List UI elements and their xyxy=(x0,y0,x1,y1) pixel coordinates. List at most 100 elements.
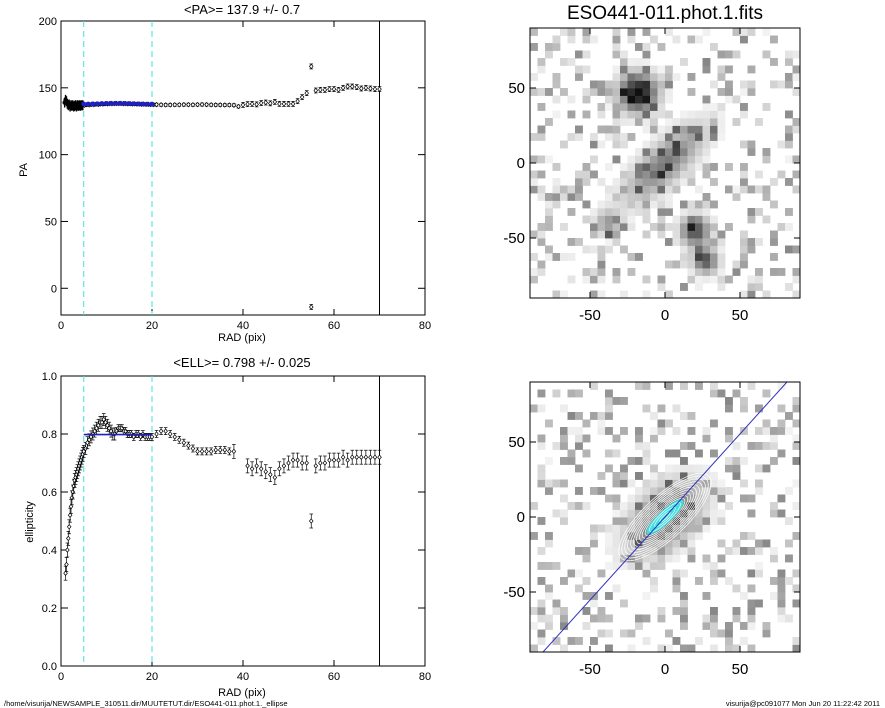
image-pixel xyxy=(695,200,703,209)
image-pixel xyxy=(672,238,681,246)
image-pixel xyxy=(687,178,696,186)
data-point xyxy=(190,102,196,108)
image-pixel xyxy=(740,637,748,645)
image-pixel xyxy=(665,644,673,653)
data-point xyxy=(295,98,300,104)
image-pixel xyxy=(747,382,756,390)
image-pixel xyxy=(710,494,718,503)
image-pixel xyxy=(537,238,546,246)
data-point xyxy=(336,457,341,463)
image-pixel xyxy=(717,50,726,59)
data-point xyxy=(240,102,246,108)
image-pixel xyxy=(552,599,561,608)
image-pixel xyxy=(785,50,793,59)
x-tick-label: 60 xyxy=(328,320,340,332)
image-pixel xyxy=(582,170,591,179)
image-pixel xyxy=(680,253,688,261)
image-pixel xyxy=(642,155,651,164)
image-pixel xyxy=(612,449,621,458)
data-point xyxy=(181,101,187,108)
image-pixel xyxy=(560,494,568,503)
data-point xyxy=(227,102,232,108)
image-pixel xyxy=(627,554,636,563)
data-point xyxy=(158,428,164,434)
image-pixel xyxy=(665,472,673,480)
image-pixel xyxy=(537,88,546,96)
image-pixel xyxy=(710,382,718,390)
image-pixel xyxy=(642,637,651,645)
image-pixel xyxy=(665,148,673,156)
image-pixel xyxy=(710,479,718,488)
image-pixel xyxy=(717,554,726,563)
image-pixel xyxy=(747,148,756,156)
image-pixel xyxy=(680,412,688,420)
image-pixel xyxy=(672,155,681,164)
image-pixel xyxy=(582,65,591,74)
image-pixel xyxy=(777,607,786,615)
image-pixel xyxy=(650,178,658,186)
image-pixel xyxy=(785,140,793,149)
image-pixel xyxy=(575,584,583,593)
image-pixel xyxy=(725,457,733,465)
image-pixel xyxy=(605,103,613,111)
image-pixel xyxy=(612,155,621,164)
image-pixel xyxy=(612,502,621,510)
isophote-ellipse xyxy=(644,497,686,537)
image-pixel xyxy=(650,193,658,201)
image-pixel xyxy=(620,397,628,405)
y-tick-label: 50 xyxy=(508,434,525,451)
image-pixel xyxy=(702,472,711,480)
image-pixel xyxy=(590,382,598,390)
image-pixel xyxy=(792,185,801,194)
image-pixel xyxy=(560,185,568,194)
data-point xyxy=(368,454,373,460)
image-pixel xyxy=(575,389,583,398)
data-point xyxy=(304,460,309,466)
image-pixel xyxy=(695,125,703,134)
image-pixel xyxy=(582,547,591,555)
image-pixel xyxy=(635,472,643,480)
image-pixel xyxy=(785,155,793,164)
image-pixel xyxy=(650,170,658,179)
image-pixel xyxy=(597,629,606,638)
data-point xyxy=(131,434,137,440)
image-pixel xyxy=(657,524,666,533)
image-pixel xyxy=(537,230,546,239)
image-pixel xyxy=(575,238,583,246)
image-pixel xyxy=(785,283,793,291)
image-pixel xyxy=(740,185,748,194)
image-pixel xyxy=(597,569,606,578)
image-pixel xyxy=(605,404,613,413)
data-point xyxy=(208,448,214,455)
image-pixel xyxy=(657,73,666,81)
image-pixel xyxy=(612,223,621,231)
image-pixel xyxy=(537,193,546,201)
data-point xyxy=(154,431,159,437)
isophote-ellipse xyxy=(633,486,697,548)
image-pixel xyxy=(642,103,651,111)
image-pixel xyxy=(530,607,538,615)
image-pixel xyxy=(582,28,591,36)
image-pixel xyxy=(642,517,651,525)
image-pixel xyxy=(702,95,711,104)
image-pixel xyxy=(740,532,748,540)
image-pixel xyxy=(590,230,598,239)
image-pixel xyxy=(597,268,606,276)
image-pixel xyxy=(627,110,636,119)
x-tick-label: 80 xyxy=(419,671,431,683)
image-pixel xyxy=(665,479,673,488)
data-point xyxy=(377,86,382,92)
data-point xyxy=(103,419,108,426)
image-pixel xyxy=(620,223,628,231)
image-pixel xyxy=(687,148,696,156)
image-pixel xyxy=(725,502,733,510)
data-point xyxy=(377,454,382,460)
image-pixel xyxy=(642,178,651,186)
image-pixel xyxy=(687,412,696,420)
image-pixel xyxy=(687,163,696,171)
image-pixel xyxy=(695,509,703,518)
image-pixel xyxy=(582,268,591,276)
image-pixel xyxy=(665,539,673,548)
image-pixel xyxy=(545,118,553,126)
image-pixel xyxy=(785,223,793,231)
